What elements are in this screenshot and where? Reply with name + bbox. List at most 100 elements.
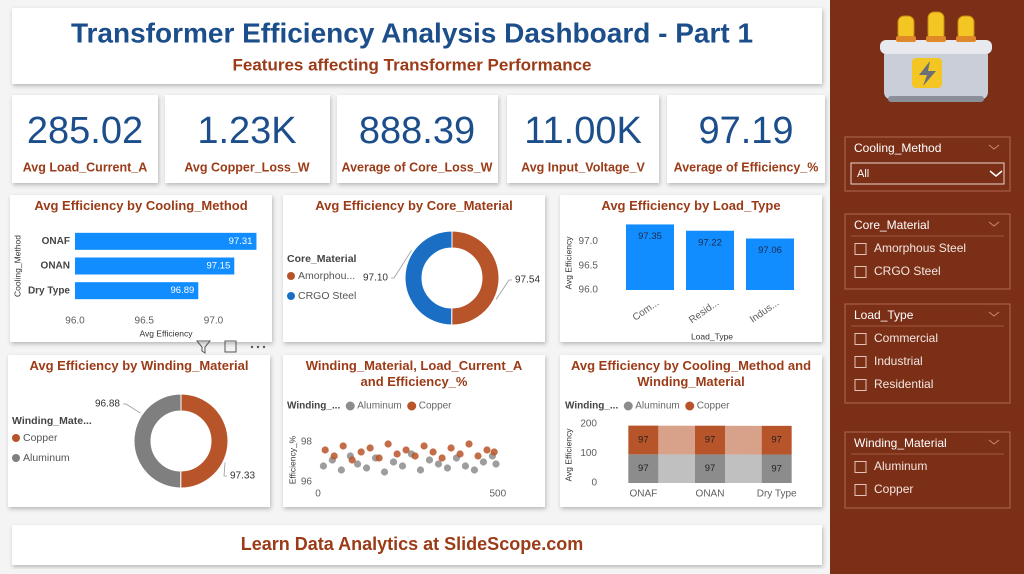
more-icon xyxy=(256,345,260,349)
slicer-box[interactable] xyxy=(844,303,1011,404)
footer-text: Learn Data Analytics at SlideScope.com xyxy=(241,534,583,554)
data-label: 97.33 xyxy=(230,471,255,482)
scatter-point xyxy=(434,460,443,468)
legend-title: Winding_Mate... xyxy=(12,415,92,427)
scatter-point xyxy=(398,462,407,470)
checkbox[interactable] xyxy=(854,484,867,496)
y-tick-label: 96.5 xyxy=(579,260,599,271)
legend-label: Copper xyxy=(697,401,730,412)
axis-title: Cooling_Method xyxy=(12,235,22,297)
scatter-point xyxy=(416,466,425,474)
more-icon xyxy=(262,345,266,349)
legend-marker xyxy=(345,401,355,411)
kpi-value: 285.02 xyxy=(27,110,143,152)
scatter-point xyxy=(389,458,398,466)
card xyxy=(12,8,822,84)
y-tick-label: Dry Type xyxy=(28,285,70,296)
slicer-item[interactable]: Aluminum xyxy=(874,459,927,473)
donut-slice xyxy=(133,393,182,489)
checkbox[interactable] xyxy=(854,333,867,345)
scatter-point xyxy=(479,458,488,466)
checkbox[interactable] xyxy=(854,461,867,473)
stacked-bar-segment xyxy=(695,454,725,483)
slicer-item[interactable]: Industrial xyxy=(874,354,923,368)
kpi-label: Average of Core_Loss_W xyxy=(342,160,493,174)
slicer-item[interactable]: Amorphous Steel xyxy=(874,241,966,255)
card xyxy=(283,355,545,507)
x-tick-label: ONAF xyxy=(629,489,657,500)
ribbon xyxy=(725,425,762,455)
bar xyxy=(75,282,199,300)
legend-marker xyxy=(685,401,695,411)
scatter-point xyxy=(339,442,347,450)
card xyxy=(12,95,158,183)
y-tick-label: 200 xyxy=(580,419,597,430)
slicer-item[interactable]: CRGO Steel xyxy=(874,264,941,278)
slicer-title: Winding_Material xyxy=(854,436,947,450)
slicer-box[interactable] xyxy=(844,213,1011,290)
data-label: 97.10 xyxy=(363,273,388,284)
scatter-point xyxy=(357,448,365,456)
scatter-point xyxy=(474,452,482,460)
legend-label: Aluminum xyxy=(357,401,401,412)
slicer-chevron xyxy=(988,221,1000,227)
donut-slice xyxy=(180,393,229,489)
ribbon xyxy=(658,454,695,483)
scatter-point xyxy=(447,444,455,452)
checkbox[interactable] xyxy=(854,379,867,391)
chart-title: Avg Efficiency by Winding_Material xyxy=(29,358,249,373)
leader-line xyxy=(495,279,512,300)
y-tick-label: ONAF xyxy=(42,236,70,247)
legend-label: CRGO Steel xyxy=(298,290,356,302)
kpi-label: Average of Efficiency_% xyxy=(674,160,819,174)
legend-label: Aluminum xyxy=(23,452,70,464)
slicer-title: Load_Type xyxy=(854,308,914,322)
slicer-chevron xyxy=(988,439,1000,445)
dropdown[interactable] xyxy=(850,162,1005,185)
x-tick-label: Dry Type xyxy=(757,489,797,500)
data-label: 97 xyxy=(705,435,716,446)
y-tick-label: 96.0 xyxy=(579,285,599,296)
y-tick-label: 100 xyxy=(580,448,597,459)
card xyxy=(337,95,498,183)
data-label: 97 xyxy=(771,435,782,446)
scatter-point xyxy=(393,450,401,458)
x-tick-label: 0 xyxy=(315,489,321,500)
scatter-point xyxy=(366,444,374,452)
slicer-item[interactable]: Residential xyxy=(874,377,933,391)
card xyxy=(12,525,822,565)
checkbox[interactable] xyxy=(854,356,867,368)
y-tick-label: 98 xyxy=(301,437,313,448)
scatter-point xyxy=(492,460,500,468)
y-tick-label: 97.0 xyxy=(579,236,599,247)
scatter-point xyxy=(362,464,371,472)
leader-line xyxy=(223,462,227,477)
more-icon xyxy=(250,345,254,349)
scatter-point xyxy=(348,456,356,464)
axis-title: Avg Efficiency xyxy=(139,328,193,338)
slicer-box[interactable] xyxy=(844,136,1011,192)
slicer-item[interactable]: Copper xyxy=(874,482,913,496)
scatter-point xyxy=(402,446,410,454)
slicer-box[interactable] xyxy=(844,431,1011,509)
slicer-item[interactable]: Commercial xyxy=(874,331,938,345)
legend-marker xyxy=(287,272,295,280)
transformer-icon xyxy=(880,11,992,102)
bar xyxy=(686,230,734,290)
filter-icon xyxy=(195,340,212,354)
scatter-point xyxy=(375,454,383,462)
axis-title: Load_Type xyxy=(691,331,733,341)
checkbox[interactable] xyxy=(854,266,867,278)
data-label: 97.06 xyxy=(758,245,782,256)
ribbon xyxy=(725,454,762,483)
checkbox[interactable] xyxy=(854,243,867,255)
bar xyxy=(75,232,257,250)
x-tick-label: ONAN xyxy=(696,489,725,500)
legend-label: Aluminum xyxy=(635,401,679,412)
ribbon xyxy=(658,425,695,455)
bar xyxy=(746,238,794,290)
y-tick-label: 96 xyxy=(301,477,313,488)
chart-title: Winding_Material, Load_Current_A and Eff… xyxy=(305,358,523,389)
focus-icon xyxy=(224,340,237,353)
data-label: 97 xyxy=(638,463,649,474)
